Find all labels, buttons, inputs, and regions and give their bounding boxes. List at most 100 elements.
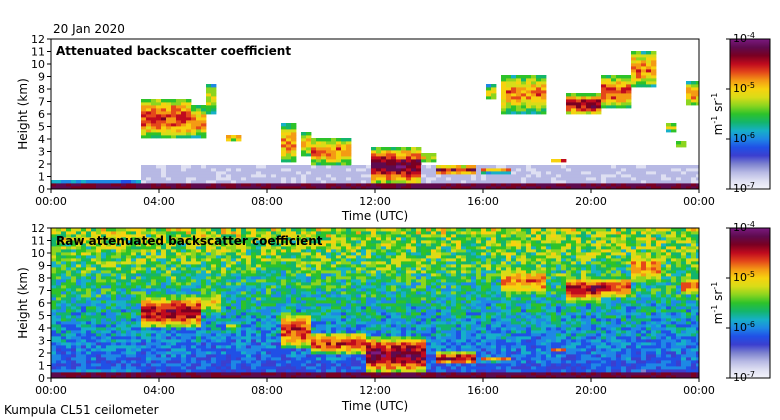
heatmap-cell xyxy=(311,243,317,247)
heatmap-cell xyxy=(81,294,87,298)
heatmap-cell xyxy=(186,261,192,265)
heatmap-cell xyxy=(221,276,227,280)
heatmap-cell xyxy=(366,171,372,175)
heatmap-cell xyxy=(331,252,337,256)
heatmap-cell xyxy=(451,171,457,175)
heatmap-cell xyxy=(171,354,177,358)
heatmap-cell xyxy=(56,231,62,235)
heatmap-cell xyxy=(371,363,377,367)
heatmap-cell xyxy=(151,249,157,253)
heatmap-cell xyxy=(326,228,332,232)
heatmap-cell xyxy=(496,168,502,172)
heatmap-cell xyxy=(306,186,312,189)
heatmap-cell xyxy=(326,150,332,154)
heatmap-cell xyxy=(296,306,302,310)
heatmap-cell xyxy=(61,369,67,373)
heatmap-cell xyxy=(111,342,117,346)
heatmap-cell xyxy=(346,282,352,286)
heatmap-cell xyxy=(151,357,157,361)
heatmap-cell xyxy=(156,336,162,340)
heatmap-cell xyxy=(586,93,592,97)
heatmap-cell xyxy=(236,249,242,253)
heatmap-cell xyxy=(531,90,537,94)
heatmap-cell xyxy=(186,279,192,283)
heatmap-cell xyxy=(201,132,207,136)
heatmap-cell xyxy=(181,168,187,172)
heatmap-cell xyxy=(206,288,212,292)
heatmap-cell xyxy=(371,237,377,241)
heatmap-cell xyxy=(231,258,237,262)
heatmap-cell xyxy=(276,270,282,274)
heatmap-cell xyxy=(146,309,152,313)
heatmap-cell xyxy=(356,315,362,319)
heatmap-cell xyxy=(321,336,327,340)
heatmap-cell xyxy=(521,111,527,115)
heatmap-cell xyxy=(236,174,242,178)
heatmap-cell xyxy=(676,177,682,181)
heatmap-cell xyxy=(71,279,77,283)
heatmap-cell xyxy=(366,336,372,340)
heatmap-cell xyxy=(306,237,312,241)
heatmap-cell xyxy=(66,357,72,361)
heatmap-cell xyxy=(71,300,77,304)
heatmap-cell xyxy=(301,327,307,331)
heatmap-cell xyxy=(186,345,192,349)
heatmap-cell xyxy=(461,186,467,189)
heatmap-cell xyxy=(316,354,322,358)
heatmap-cell xyxy=(251,279,257,283)
heatmap-cell xyxy=(271,252,277,256)
heatmap-cell xyxy=(141,165,147,169)
heatmap-cell xyxy=(126,360,132,364)
heatmap-cell xyxy=(241,246,247,250)
heatmap-cell xyxy=(641,51,647,55)
heatmap-cell xyxy=(321,342,327,346)
heatmap-cell xyxy=(656,186,662,189)
heatmap-cell xyxy=(696,93,699,97)
heatmap-cell xyxy=(371,369,377,373)
heatmap-cell xyxy=(181,348,187,352)
heatmap-cell xyxy=(586,174,592,178)
heatmap-cell xyxy=(566,96,572,100)
heatmap-cell xyxy=(211,228,217,232)
heatmap-cell xyxy=(171,309,177,313)
heatmap-cell xyxy=(366,180,372,184)
heatmap-cell xyxy=(186,117,192,121)
heatmap-cell xyxy=(186,294,192,298)
heatmap-cell xyxy=(111,357,117,361)
heatmap-cell xyxy=(341,315,347,319)
heatmap-cell xyxy=(286,168,292,172)
heatmap-cell xyxy=(351,339,357,343)
heatmap-cell xyxy=(126,288,132,292)
heatmap-cell xyxy=(121,237,127,241)
heatmap-cell xyxy=(196,336,202,340)
heatmap-cell xyxy=(251,261,257,265)
heatmap-cell xyxy=(651,174,657,178)
heatmap-cell xyxy=(571,168,577,172)
heatmap-cell xyxy=(61,234,67,238)
heatmap-cell xyxy=(331,246,337,250)
heatmap-cell xyxy=(266,246,272,250)
heatmap-cell xyxy=(181,321,187,325)
heatmap-cell xyxy=(81,270,87,274)
heatmap-cell xyxy=(226,360,232,364)
heatmap-cell xyxy=(186,324,192,328)
heatmap-cell xyxy=(51,372,57,376)
heatmap-cell xyxy=(231,252,237,256)
heatmap-cell xyxy=(591,111,597,115)
heatmap-cell xyxy=(91,273,97,277)
heatmap-cell xyxy=(371,315,377,319)
heatmap-cell xyxy=(686,90,692,94)
heatmap-cell xyxy=(206,318,212,322)
heatmap-cell xyxy=(91,330,97,334)
heatmap-cell xyxy=(166,99,172,103)
heatmap-cell xyxy=(161,243,167,247)
heatmap-cell xyxy=(116,270,122,274)
heatmap-cell xyxy=(691,177,697,181)
heatmap-cell xyxy=(201,351,207,355)
heatmap-cell xyxy=(116,330,122,334)
heatmap-cell xyxy=(211,336,217,340)
heatmap-cell xyxy=(191,330,197,334)
heatmap-cell xyxy=(206,180,212,184)
heatmap-cell xyxy=(311,363,317,367)
heatmap-cell xyxy=(96,315,102,319)
